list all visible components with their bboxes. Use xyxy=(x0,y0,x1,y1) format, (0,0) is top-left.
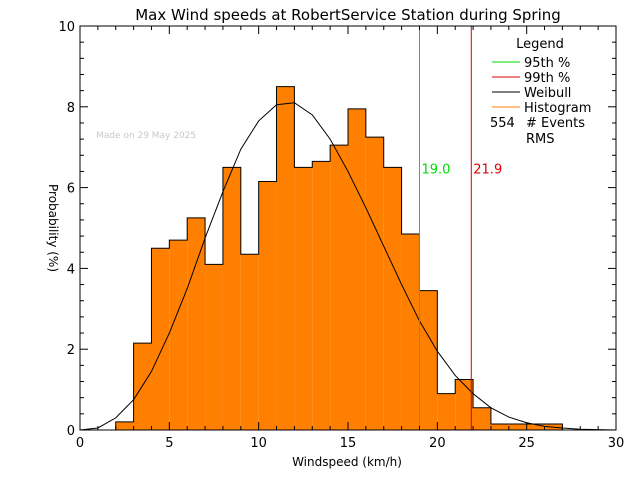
histogram-bar-24 xyxy=(508,423,527,430)
y-tick-label: 6 xyxy=(67,182,75,197)
histogram-bar-3 xyxy=(133,343,152,430)
histogram-bar-9 xyxy=(240,254,259,430)
y-tick-label: 10 xyxy=(58,20,75,35)
y-tick-label: 4 xyxy=(67,262,75,277)
legend-label-95th: 95th % xyxy=(524,56,570,71)
histogram-bar-17 xyxy=(383,167,402,430)
made-on-note: Made on 29 May 2025 xyxy=(96,131,196,141)
histogram-bar-14 xyxy=(330,145,348,430)
histogram-bar-23 xyxy=(490,423,509,430)
percentile-layer: 19.0 21.9 xyxy=(418,26,502,430)
histogram-bar-25 xyxy=(526,423,545,430)
x-tick-label: 30 xyxy=(608,436,625,451)
y-tick-label: 8 xyxy=(67,101,75,116)
histogram-bar-12 xyxy=(294,167,313,430)
y-tick-label: 0 xyxy=(67,424,75,439)
histogram-bar-15 xyxy=(348,108,366,430)
histogram-bar-20 xyxy=(437,393,456,430)
x-tick-label: 0 xyxy=(76,436,84,451)
rms-label: RMS xyxy=(526,132,555,147)
events-count: 554 xyxy=(490,116,515,131)
legend-label-weibull: Weibull xyxy=(524,86,571,101)
histogram-bar-13 xyxy=(312,161,331,430)
histogram-bar-6 xyxy=(187,217,206,430)
legend-label-histogram: Histogram xyxy=(524,101,591,116)
x-tick-label: 25 xyxy=(518,436,535,451)
legend-label-99th: 99th % xyxy=(524,71,570,86)
events-label: # Events xyxy=(526,116,585,131)
y-tick-label: 2 xyxy=(67,343,75,358)
x-tick-label: 15 xyxy=(340,436,357,451)
histogram-bar-2 xyxy=(115,421,134,430)
histogram-bar-19 xyxy=(419,290,438,430)
histogram-bar-11 xyxy=(276,86,295,430)
x-tick-label: 10 xyxy=(250,436,267,451)
x-axis-label: Windspeed (km/h) xyxy=(292,455,402,469)
histogram-bar-16 xyxy=(365,137,384,430)
percentile-label-99: 21.9 xyxy=(473,162,502,177)
percentile-label-95: 19.0 xyxy=(421,162,450,177)
x-tick-label: 20 xyxy=(429,436,446,451)
histogram-bar-4 xyxy=(151,248,170,430)
histogram-bar-8 xyxy=(222,167,241,430)
histogram-bar-22 xyxy=(473,407,491,430)
histogram-bar-5 xyxy=(169,240,188,430)
histogram-outline xyxy=(115,86,563,430)
histogram-bar-21 xyxy=(455,379,474,430)
histogram-bar-10 xyxy=(258,181,277,430)
axes-layer: 0 5 10 15 20 25 30 0 2 4 6 8 10 xyxy=(58,20,624,451)
x-tick-label: 5 xyxy=(165,436,173,451)
histogram-layer xyxy=(115,86,563,430)
chart-title: Max Wind speeds at RobertService Station… xyxy=(135,6,561,24)
y-axis-label: Probability (%) xyxy=(46,184,60,272)
legend-title: Legend xyxy=(516,37,564,52)
histogram-bar-18 xyxy=(401,234,420,430)
histogram-bar-7 xyxy=(205,264,223,430)
